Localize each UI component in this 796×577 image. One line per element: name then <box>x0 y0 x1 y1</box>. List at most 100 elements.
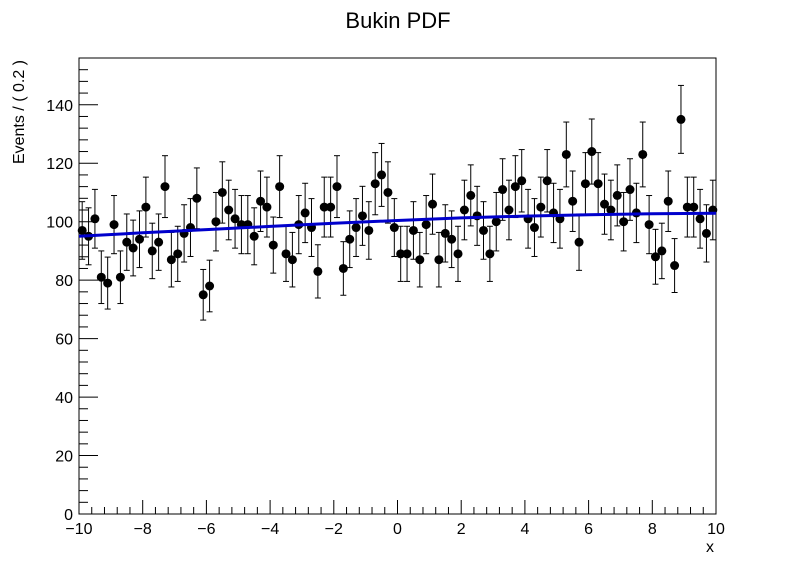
x-axis-ticks: −10 −8 −6 −4 −2 0 2 4 6 8 10 <box>65 500 725 538</box>
data-point <box>402 249 412 259</box>
y-tick-label: 20 <box>55 449 73 466</box>
x-tick-label: −10 <box>65 521 92 538</box>
fit-curve <box>78 211 717 238</box>
data-point <box>160 182 170 192</box>
data-point <box>332 182 342 192</box>
data-point <box>275 182 285 192</box>
data-point <box>281 249 291 259</box>
data-point <box>319 202 329 212</box>
data-point <box>154 237 164 247</box>
data-point <box>128 243 138 253</box>
x-tick-label: 10 <box>707 521 725 538</box>
data-point <box>434 255 444 265</box>
data-point <box>689 202 699 212</box>
y-tick-label: 100 <box>46 215 73 232</box>
data-point <box>198 290 208 300</box>
data-point <box>670 261 680 271</box>
data-point <box>364 225 374 235</box>
data-point <box>351 223 361 233</box>
data-point <box>357 211 367 221</box>
y-tick-label: 140 <box>46 98 73 115</box>
data-point <box>459 205 469 215</box>
data-point <box>90 214 100 224</box>
data-point <box>338 263 348 273</box>
data-point <box>657 246 667 256</box>
chart-title: Bukin PDF <box>345 8 450 33</box>
x-tick-label: 6 <box>584 521 593 538</box>
data-point <box>619 217 629 227</box>
data-point <box>568 196 578 206</box>
y-tick-label: 40 <box>55 390 73 407</box>
data-point <box>478 225 488 235</box>
data-point <box>504 205 514 215</box>
data-point <box>415 255 425 265</box>
data-point <box>587 147 597 157</box>
data-point <box>396 249 406 259</box>
x-tick-label: −2 <box>325 521 343 538</box>
data-point <box>485 249 495 259</box>
data-point <box>147 246 157 256</box>
data-point <box>440 228 450 238</box>
data-point <box>574 237 584 247</box>
y-tick-label: 80 <box>55 273 73 290</box>
data-point <box>561 149 571 159</box>
data-point <box>529 223 539 233</box>
data-point <box>638 149 648 159</box>
data-point <box>428 199 438 209</box>
data-point <box>230 214 240 224</box>
data-point <box>300 208 310 218</box>
data-point <box>625 185 635 195</box>
data-point <box>205 281 215 291</box>
data-point <box>676 114 686 124</box>
data-point <box>77 225 87 235</box>
data-point <box>135 234 145 244</box>
data-point <box>115 272 125 282</box>
data-point <box>498 185 508 195</box>
data-point <box>287 255 297 265</box>
data-point <box>103 278 113 288</box>
data-point <box>166 255 176 265</box>
data-point <box>447 234 457 244</box>
data-point <box>326 202 336 212</box>
data-point <box>612 190 622 200</box>
data-point <box>650 252 660 262</box>
data-point <box>453 249 463 259</box>
x-tick-label: 4 <box>520 521 529 538</box>
y-tick-label: 120 <box>46 156 73 173</box>
data-point <box>600 199 610 209</box>
data-point <box>491 217 501 227</box>
data-point <box>389 223 399 233</box>
x-tick-label: 8 <box>648 521 657 538</box>
x-tick-label: 0 <box>393 521 402 538</box>
data-point <box>141 202 151 212</box>
data-point <box>345 234 355 244</box>
x-tick-label: 2 <box>457 521 466 538</box>
data-point <box>122 237 132 247</box>
x-tick-label: −6 <box>197 521 215 538</box>
y-axis-ticks: 0 20 40 60 80 100 120 140 <box>46 57 98 524</box>
data-point <box>96 272 106 282</box>
data-point <box>466 190 476 200</box>
data-point <box>377 170 387 180</box>
data-points <box>77 114 718 300</box>
data-point <box>606 205 616 215</box>
x-axis-label: x <box>706 539 714 556</box>
data-point <box>370 179 380 189</box>
data-point <box>421 220 431 230</box>
data-point <box>262 202 272 212</box>
data-point <box>682 202 692 212</box>
y-tick-label: 60 <box>55 332 73 349</box>
data-point <box>580 179 590 189</box>
data-point <box>695 214 705 224</box>
data-point <box>542 176 552 186</box>
data-point <box>109 220 119 230</box>
data-point <box>644 220 654 230</box>
data-point <box>408 225 418 235</box>
data-point <box>313 266 323 276</box>
x-tick-label: −8 <box>134 521 152 538</box>
data-point <box>383 187 393 197</box>
data-point <box>217 187 227 197</box>
data-point <box>256 196 266 206</box>
